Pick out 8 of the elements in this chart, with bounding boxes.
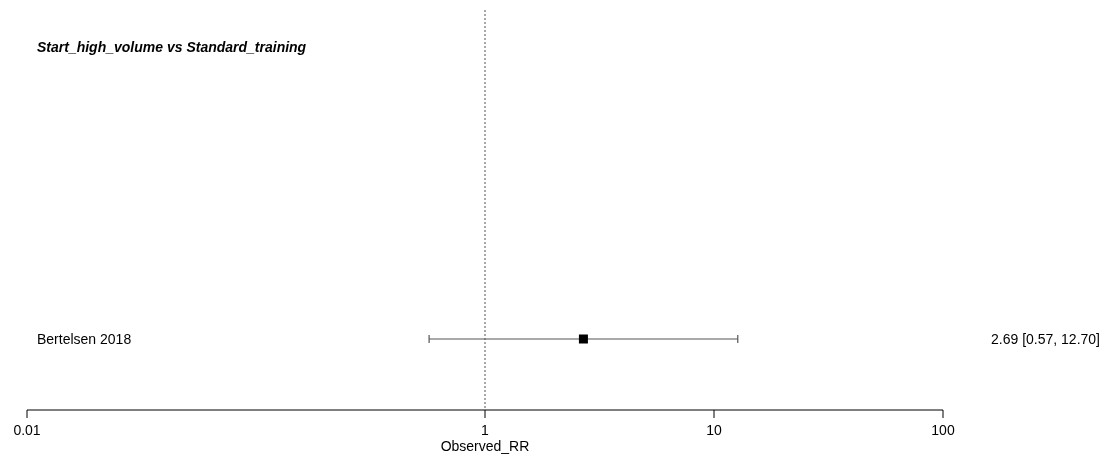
x-axis-title: Observed_RR (440, 438, 530, 454)
x-tick-label: 1 (481, 422, 490, 438)
text: 2.69 [0.57, 12.70] (991, 331, 1100, 347)
y-tick-label: Bertelsen 2018 (37, 331, 132, 347)
x-tick-label: 100 (931, 422, 955, 438)
x-tick-label: 0.01 (13, 422, 41, 438)
x-tick-label: 10 (706, 422, 722, 438)
chart-title: Start_high_volume vs Standard_training (37, 39, 307, 55)
